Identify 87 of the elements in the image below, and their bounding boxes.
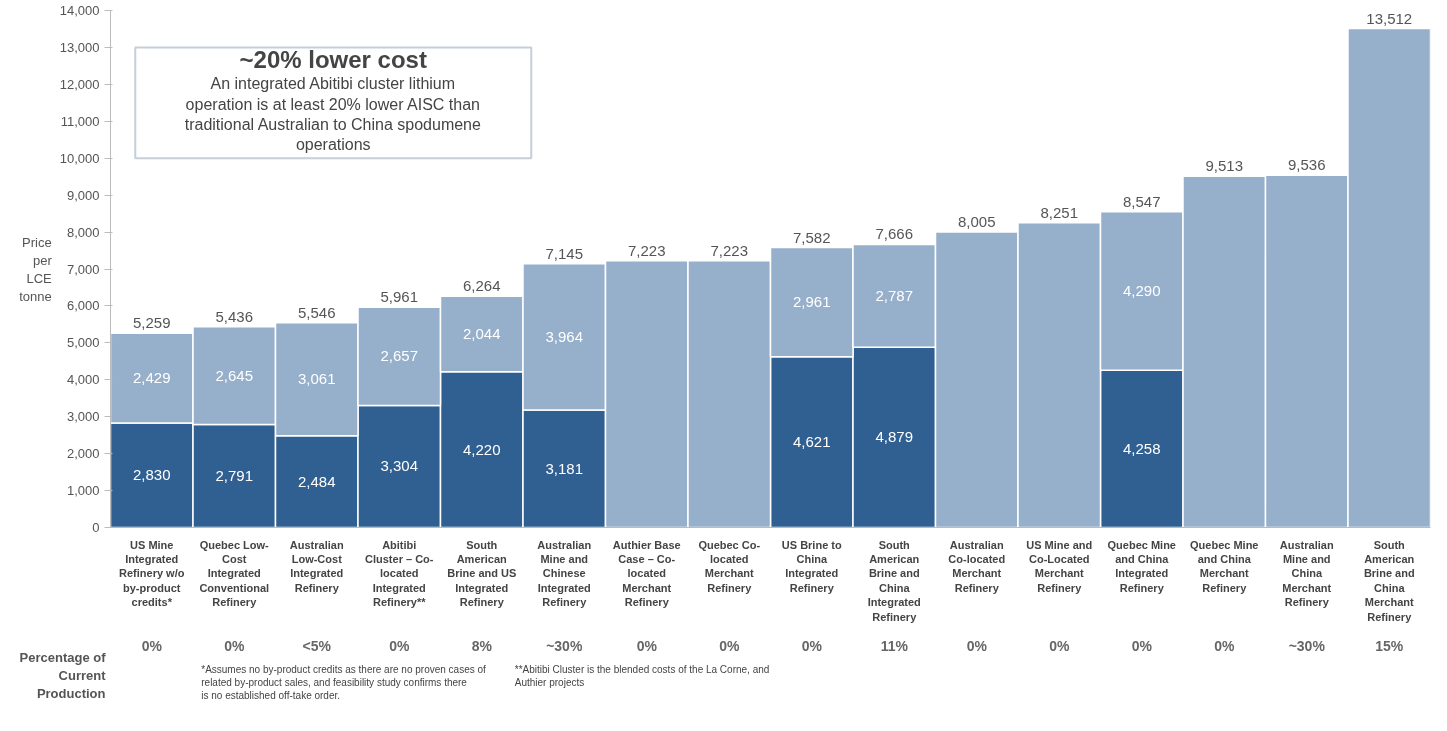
y-tick-label: 2,000 bbox=[66, 446, 100, 462]
data-label: 3,304 bbox=[380, 457, 419, 475]
total-label: 9,513 bbox=[1205, 157, 1244, 175]
x-tick-label: Australian Mine and China Merchant Refinery bbox=[1279, 538, 1334, 609]
y-tick-label: 9,000 bbox=[66, 187, 100, 203]
x-tick-label: Australian Mine and Chinese Integrated Refinery bbox=[537, 538, 592, 609]
x-tick-label: US Brine to China Integrated Refinery bbox=[781, 538, 842, 594]
y-tick-label: 3,000 bbox=[66, 409, 100, 425]
text: 0% bbox=[719, 637, 740, 654]
data-label: 2,044 bbox=[462, 324, 501, 342]
text: ~30% bbox=[546, 637, 583, 654]
data-label: 2,645 bbox=[215, 366, 254, 384]
y-tick-label: 1,000 bbox=[66, 483, 100, 499]
total-label: 5,436 bbox=[215, 307, 254, 325]
y-tick-label: 4,000 bbox=[66, 372, 100, 388]
text: *Assumes no by-product credits as there are no proven cases of related by-product sales, and feasibility study confirms there is no established off-take order. bbox=[201, 663, 487, 701]
text: ~30% bbox=[1288, 637, 1326, 654]
x-tick-label: Abitibi Cluster – Co-located Integrated Refinery** bbox=[365, 538, 434, 609]
data-label: 4,258 bbox=[1122, 439, 1161, 457]
text: 0% bbox=[1049, 637, 1070, 654]
text: 8% bbox=[471, 637, 493, 654]
y-tick-label: 5,000 bbox=[66, 335, 100, 351]
x-tick-label: Authier Base Case – Co-located Merchant Refinery bbox=[612, 538, 681, 609]
x-tick-label: South American Brine and US Integrated Refinery bbox=[447, 538, 517, 609]
data-label: 4,290 bbox=[1122, 282, 1161, 300]
total-label: 6,264 bbox=[462, 277, 501, 295]
data-label: 2,429 bbox=[132, 369, 171, 387]
text: 0% bbox=[141, 637, 163, 654]
data-label: 2,657 bbox=[380, 347, 419, 365]
y-tick-label: 12,000 bbox=[59, 76, 100, 92]
total-label: 8,547 bbox=[1122, 192, 1161, 210]
total-label: 8,251 bbox=[1040, 203, 1079, 221]
x-tick-label: Quebec Co-located Merchant Refinery bbox=[698, 538, 761, 594]
y-tick-label: 7,000 bbox=[66, 261, 100, 277]
data-label: 2,787 bbox=[875, 286, 914, 304]
total-label: 7,666 bbox=[875, 225, 914, 243]
text: 11% bbox=[880, 637, 909, 654]
y-tick-label: 6,000 bbox=[66, 298, 100, 314]
y-tick-label: 10,000 bbox=[59, 150, 100, 166]
x-tick-label: South American Brine and China Integrated Refinery bbox=[867, 538, 921, 623]
y-tick-label: 8,000 bbox=[66, 224, 100, 240]
total-label: 5,546 bbox=[297, 303, 336, 321]
total-label: 13,512 bbox=[1366, 9, 1413, 27]
data-label: 2,961 bbox=[792, 293, 831, 311]
annotation: ~20% lower cost bbox=[239, 46, 427, 74]
data-label: 3,181 bbox=[545, 459, 584, 477]
text: 0% bbox=[389, 637, 410, 654]
text: <5% bbox=[302, 637, 332, 654]
data-label: 3,061 bbox=[297, 370, 336, 388]
text: **Abitibi Cluster is the blended costs of the La Corne, and Authier projects bbox=[514, 663, 770, 688]
data-label: 4,220 bbox=[462, 440, 501, 458]
total-label: 5,961 bbox=[380, 288, 419, 306]
text: 0% bbox=[1214, 637, 1235, 654]
data-label: 2,484 bbox=[297, 472, 336, 490]
annotation: An integrated Abitibi cluster lithium operation is at least 20% lower AISC than traditional Australian to China spodumene operations bbox=[184, 75, 481, 154]
total-label: 9,536 bbox=[1287, 156, 1326, 174]
total-label: 8,005 bbox=[957, 212, 996, 230]
y-tick-label: 0 bbox=[92, 520, 100, 535]
y-tick-label: 14,000 bbox=[59, 3, 100, 18]
text: 15% bbox=[1375, 637, 1404, 654]
text: 0% bbox=[1131, 637, 1153, 654]
data-label: 3,964 bbox=[545, 327, 584, 345]
text: Percentage of Current Production bbox=[19, 650, 107, 701]
x-tick-label: Australian Co-located Merchant Refinery bbox=[948, 538, 1006, 594]
text: 0% bbox=[224, 637, 245, 654]
x-tick-label: Quebec Mine and China Integrated Refinery bbox=[1107, 538, 1176, 594]
y-tick-label: 11,000 bbox=[60, 113, 100, 129]
data-label: 4,621 bbox=[792, 433, 831, 451]
x-tick-label: Quebec Mine and China Merchant Refinery bbox=[1190, 538, 1259, 594]
x-tick-label: South American Brine and China Merchant Refinery bbox=[1363, 538, 1415, 623]
total-label: 7,582 bbox=[792, 228, 831, 246]
data-label: 2,830 bbox=[132, 466, 171, 484]
data-label: 2,791 bbox=[215, 466, 254, 484]
y-tick-label: 13,000 bbox=[59, 39, 100, 55]
x-tick-label: US Mine and Co-Located Merchant Refinery bbox=[1026, 538, 1093, 594]
text: 0% bbox=[801, 637, 823, 654]
text: 0% bbox=[636, 637, 658, 654]
total-label: 7,223 bbox=[710, 241, 749, 259]
total-label: 7,223 bbox=[627, 241, 666, 259]
y-axis-title: Price per LCE tonne bbox=[19, 234, 53, 304]
data-label: 4,879 bbox=[875, 428, 914, 446]
total-label: 5,259 bbox=[132, 314, 171, 332]
total-label: 7,145 bbox=[545, 244, 584, 262]
text: 0% bbox=[966, 637, 988, 654]
x-tick-label: US Mine Integrated Refinery w/o by-product credits* bbox=[119, 538, 185, 609]
x-tick-label: Quebec Low-Cost Integrated Conventional Refinery bbox=[199, 538, 270, 609]
x-tick-label: Australian Low-Cost Integrated Refinery bbox=[289, 538, 344, 594]
